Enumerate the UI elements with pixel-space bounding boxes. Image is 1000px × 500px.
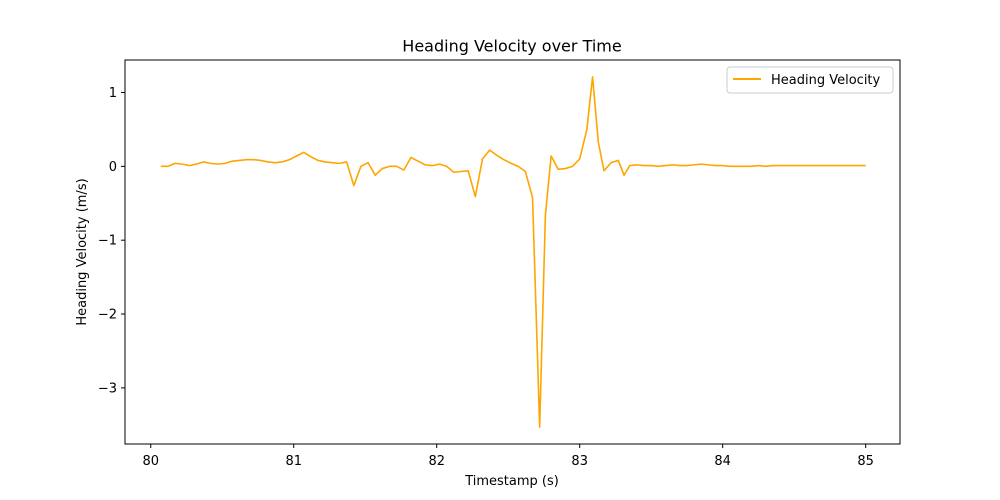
x-tick-label: 82 bbox=[428, 454, 445, 469]
y-tick-label: 0 bbox=[109, 160, 117, 175]
y-tick-label: −1 bbox=[98, 234, 117, 249]
y-axis-label: Heading Velocity (m/s) bbox=[75, 178, 90, 325]
legend-entry-label: Heading Velocity bbox=[771, 73, 881, 88]
legend: Heading Velocity bbox=[726, 66, 894, 94]
chart-title: Heading Velocity over Time bbox=[402, 37, 621, 56]
x-tick-label: 84 bbox=[714, 454, 731, 469]
x-tick-label: 80 bbox=[142, 454, 159, 469]
x-tick-label: 83 bbox=[571, 454, 588, 469]
x-axis-label: Timestamp (s) bbox=[464, 474, 559, 489]
legend-box bbox=[726, 66, 894, 94]
plot-frame bbox=[124, 59, 901, 445]
x-tick-label: 85 bbox=[857, 454, 874, 469]
y-tick-label: 1 bbox=[109, 86, 117, 101]
y-tick-label: −3 bbox=[98, 381, 117, 396]
series-line-heading-velocity bbox=[160, 76, 866, 428]
x-tick-label: 81 bbox=[285, 454, 302, 469]
y-tick-label: −2 bbox=[98, 308, 117, 323]
